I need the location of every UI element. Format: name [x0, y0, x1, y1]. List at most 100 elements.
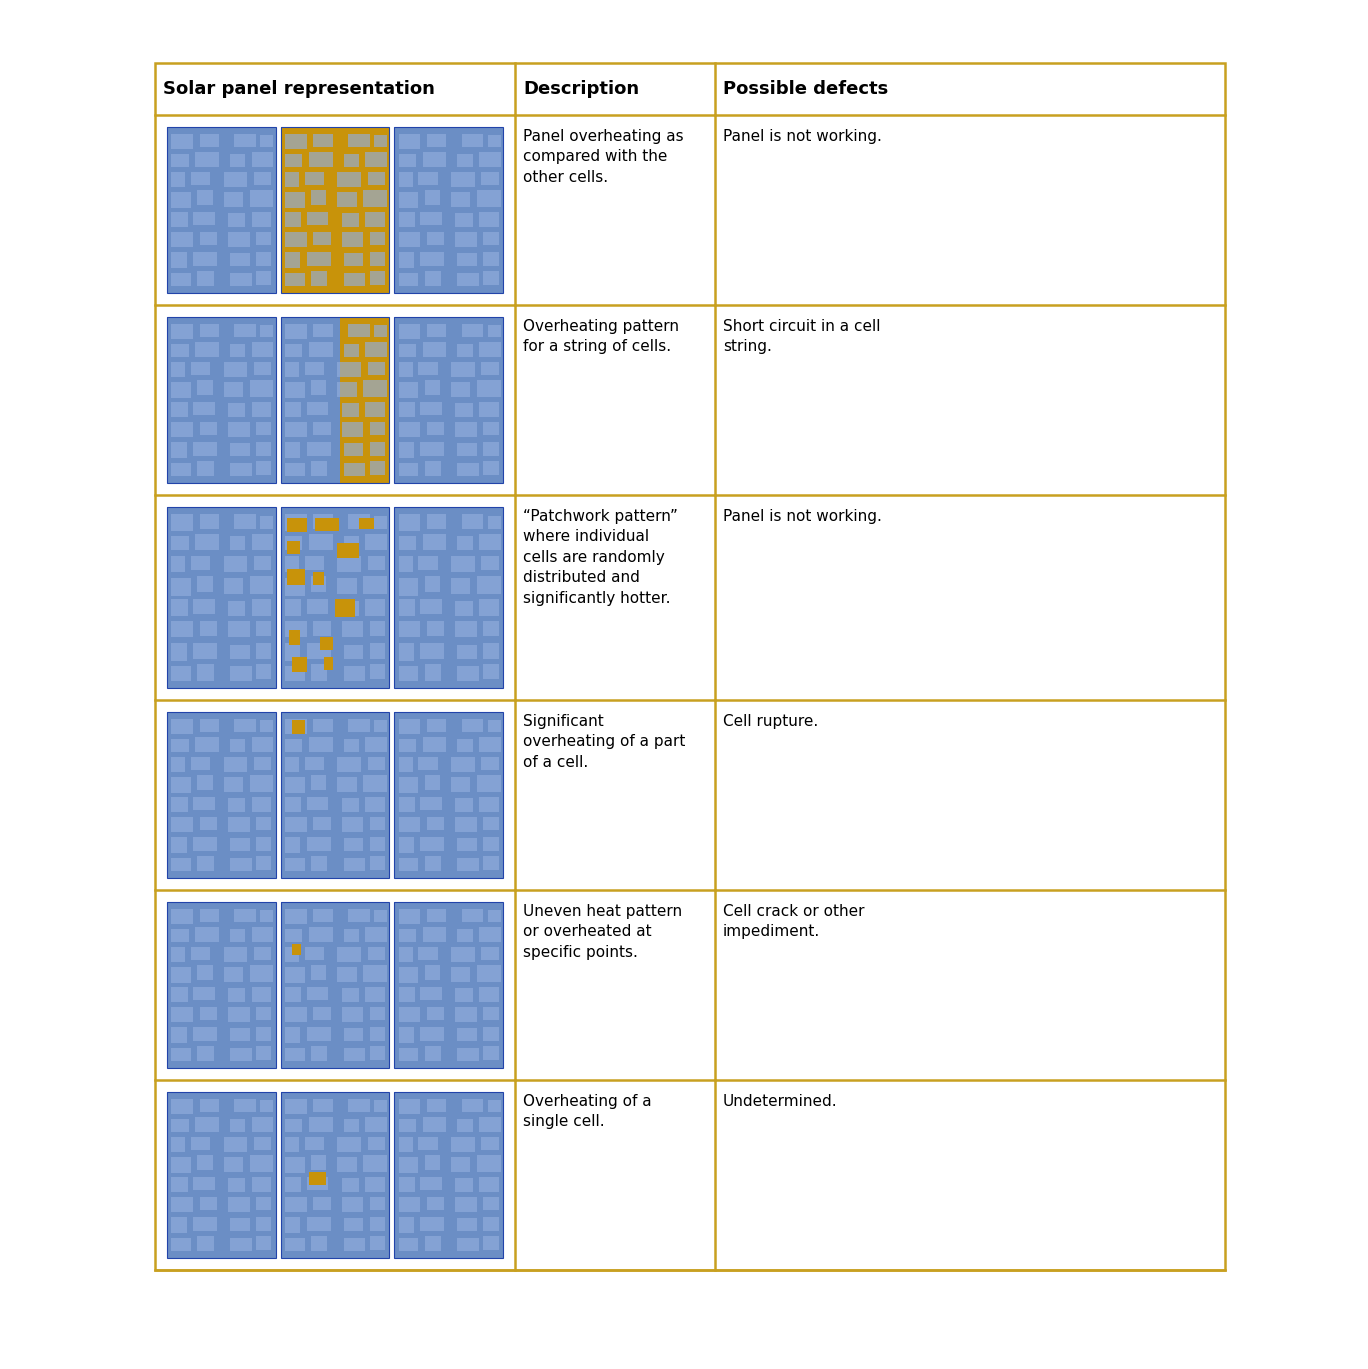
Bar: [285, 1118, 302, 1132]
Bar: [456, 798, 472, 812]
Bar: [200, 323, 219, 337]
Bar: [192, 1136, 211, 1150]
Bar: [427, 323, 446, 337]
Bar: [342, 214, 358, 227]
Bar: [260, 326, 274, 337]
Bar: [342, 816, 364, 831]
Bar: [285, 1197, 306, 1212]
Bar: [313, 134, 332, 146]
Bar: [462, 909, 483, 921]
Bar: [285, 1157, 305, 1173]
Bar: [479, 927, 501, 942]
Bar: [256, 622, 271, 635]
Bar: [335, 600, 354, 617]
Bar: [373, 516, 387, 528]
Bar: [306, 836, 331, 852]
Bar: [256, 664, 271, 679]
Bar: [171, 1006, 193, 1021]
Bar: [309, 1117, 332, 1132]
Bar: [320, 638, 332, 650]
Bar: [342, 622, 364, 638]
Bar: [171, 757, 186, 772]
Bar: [373, 720, 387, 732]
Bar: [456, 1179, 472, 1191]
Bar: [342, 422, 364, 437]
Bar: [200, 134, 219, 146]
Bar: [192, 947, 211, 960]
Bar: [424, 857, 440, 871]
Bar: [193, 441, 218, 456]
Text: Panel overheating as
compared with the
other cells.: Panel overheating as compared with the o…: [523, 129, 684, 185]
Bar: [306, 441, 331, 456]
Bar: [249, 965, 274, 982]
Bar: [252, 927, 274, 942]
Bar: [280, 318, 390, 483]
Bar: [358, 517, 373, 528]
Bar: [171, 816, 193, 831]
Bar: [171, 361, 186, 376]
Bar: [197, 1155, 212, 1170]
Bar: [285, 836, 300, 853]
Bar: [488, 326, 501, 337]
Bar: [337, 967, 357, 982]
Text: Panel is not working.: Panel is not working.: [724, 509, 882, 524]
Bar: [197, 461, 213, 476]
Bar: [483, 231, 499, 245]
Bar: [311, 576, 327, 591]
Bar: [456, 816, 477, 831]
Bar: [252, 600, 271, 616]
Bar: [230, 463, 252, 476]
Bar: [420, 987, 442, 999]
Bar: [192, 556, 211, 571]
Bar: [256, 643, 271, 658]
Bar: [193, 252, 218, 267]
Bar: [280, 127, 390, 293]
Bar: [369, 1046, 384, 1060]
Bar: [342, 404, 358, 416]
Bar: [365, 401, 384, 416]
Bar: [483, 622, 499, 635]
Bar: [313, 909, 332, 921]
Bar: [398, 441, 415, 459]
Bar: [365, 987, 384, 1002]
Bar: [420, 401, 442, 415]
Bar: [398, 719, 420, 734]
Bar: [479, 797, 499, 812]
Bar: [398, 757, 413, 772]
Bar: [456, 601, 472, 616]
Bar: [280, 507, 390, 689]
Bar: [457, 535, 472, 550]
Bar: [230, 928, 245, 942]
Bar: [324, 657, 332, 669]
Bar: [368, 361, 384, 375]
Bar: [457, 838, 477, 852]
Bar: [256, 252, 271, 267]
Bar: [313, 422, 331, 435]
Bar: [171, 928, 189, 942]
Bar: [398, 600, 415, 616]
Bar: [230, 153, 245, 167]
Bar: [456, 1006, 477, 1021]
Bar: [193, 1217, 218, 1232]
Bar: [398, 1049, 419, 1061]
Bar: [313, 515, 332, 528]
Bar: [427, 909, 446, 921]
Bar: [171, 578, 192, 596]
Bar: [427, 231, 445, 245]
Bar: [285, 192, 305, 208]
Bar: [398, 1157, 419, 1173]
Bar: [462, 719, 483, 732]
Bar: [343, 1049, 365, 1061]
Bar: [171, 1049, 192, 1061]
Bar: [254, 947, 271, 960]
Bar: [368, 947, 384, 960]
Bar: [291, 720, 305, 734]
Bar: [424, 461, 440, 476]
Bar: [337, 776, 357, 791]
Bar: [254, 1136, 271, 1150]
Bar: [280, 318, 390, 483]
Bar: [285, 1027, 300, 1043]
Bar: [477, 965, 501, 982]
Bar: [398, 422, 420, 437]
Bar: [171, 463, 192, 476]
